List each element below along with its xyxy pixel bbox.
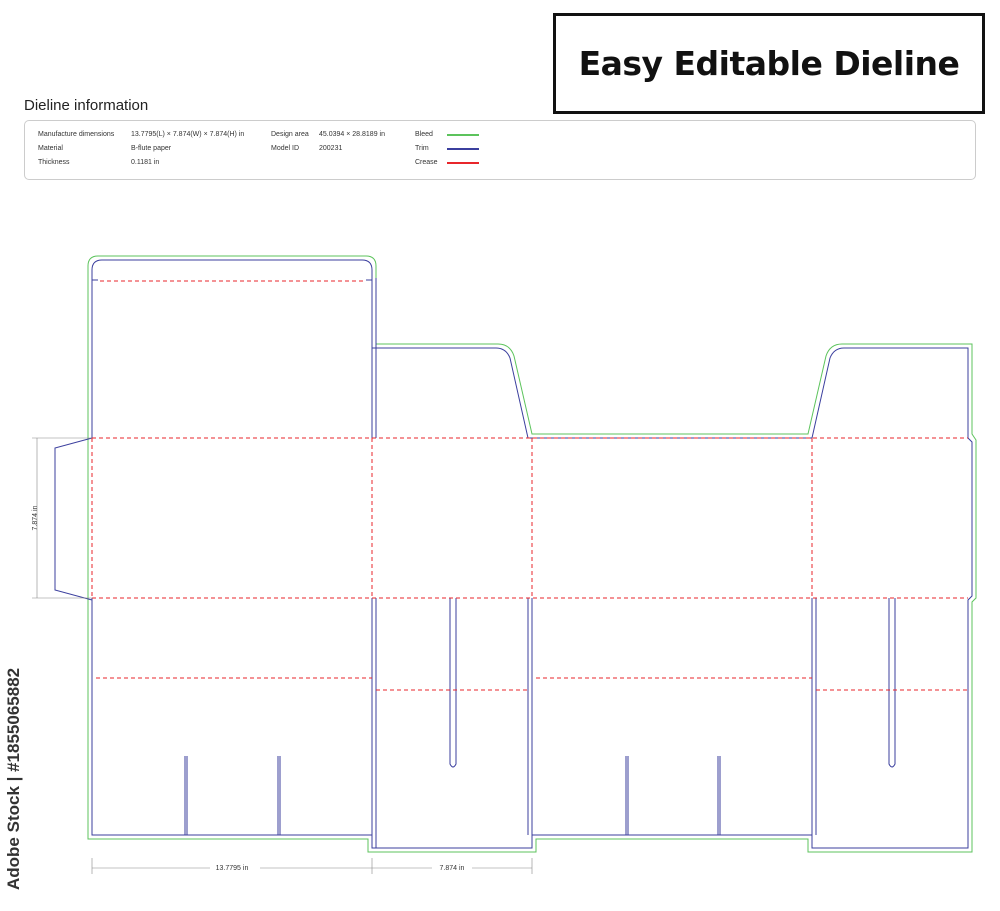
legend-label: Crease	[415, 159, 438, 166]
info-value: 45.0394 × 28.8189 in	[319, 131, 385, 138]
cut-lines	[91, 278, 817, 848]
info-label: Manufacture dimensions	[38, 131, 115, 138]
info-label: Thickness	[38, 159, 70, 166]
bleed-outline	[87, 255, 977, 853]
info-value: 13.7795(L) × 7.874(W) × 7.874(H) in	[131, 131, 245, 138]
legend-bleed-swatch	[447, 134, 479, 136]
height-dimension: 7.874 in	[32, 505, 39, 530]
info-value: 0.1181 in	[131, 159, 160, 166]
crease-lines	[91, 280, 968, 691]
length-dimension: 13.7795 in	[216, 865, 249, 872]
slots	[184, 756, 721, 835]
width-dimension: 7.874 in	[440, 865, 465, 872]
legend-trim-swatch	[447, 148, 479, 150]
stock-watermark: Adobe Stock | #1855065882	[4, 667, 23, 890]
title-banner: Easy Editable Dieline	[553, 13, 985, 114]
info-label: Material	[38, 145, 63, 152]
info-label: Model ID	[271, 145, 300, 152]
info-value: 200231	[319, 145, 343, 152]
legend-label: Bleed	[415, 131, 433, 138]
info-value: B-flute paper	[131, 145, 172, 152]
info-label: Design area	[271, 131, 309, 138]
slot-long	[449, 598, 896, 768]
legend-label: Trim	[415, 145, 429, 152]
info-heading: Dieline information	[24, 97, 149, 114]
info-panel: Manufacture dimensions 13.7795(L) × 7.87…	[24, 120, 976, 180]
trim-outline	[54, 259, 973, 849]
legend-crease-swatch	[447, 162, 479, 164]
